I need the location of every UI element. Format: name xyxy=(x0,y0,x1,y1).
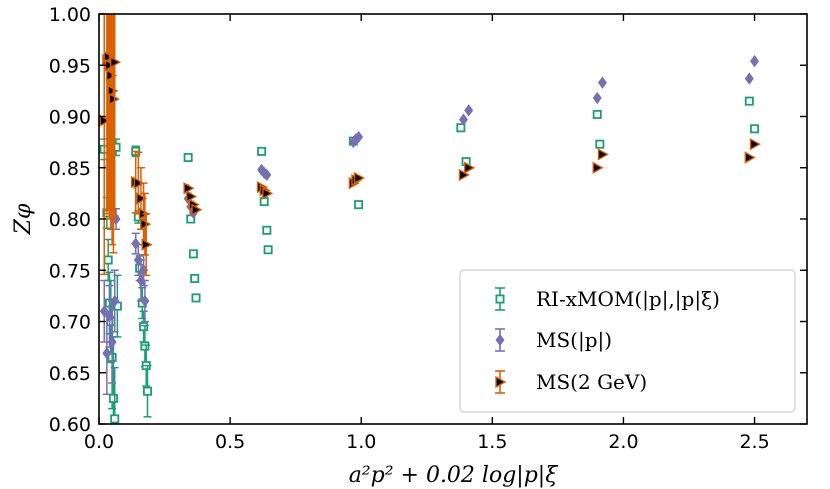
legend-items xyxy=(495,287,507,394)
y-tick-label: 0.75 xyxy=(49,260,91,282)
legend-marker xyxy=(495,294,505,304)
legend-label-ms-2gev: MS(2 GeV) xyxy=(536,370,647,394)
y-tick-label: 0.80 xyxy=(49,209,91,231)
x-axis-label: a²p² + 0.02 log|p|ξ xyxy=(349,463,560,488)
legend-label-ri-xmom: RI-xMOM(|p|,|p|ξ) xyxy=(536,287,720,312)
data-point xyxy=(597,148,609,161)
data-point xyxy=(262,187,274,200)
data-point xyxy=(140,341,150,351)
data-point xyxy=(464,161,476,174)
x-tick-label: 2.5 xyxy=(739,431,769,453)
x-tick-label: 1.0 xyxy=(346,431,376,453)
data-point xyxy=(353,171,366,185)
data-point xyxy=(257,146,267,156)
legend-marker xyxy=(495,375,507,389)
data-point xyxy=(750,54,760,68)
data-point xyxy=(744,72,754,85)
series-2 xyxy=(99,14,761,277)
data-point xyxy=(458,168,470,182)
data-point xyxy=(107,335,117,349)
data-point xyxy=(595,139,605,149)
data-point xyxy=(190,273,200,283)
data-point xyxy=(354,200,364,210)
data-point xyxy=(110,55,122,69)
data-point xyxy=(750,124,760,134)
data-point xyxy=(106,69,118,82)
data-point xyxy=(597,76,607,89)
data-point xyxy=(110,294,120,308)
legend-label-ms-p: MS(|p|) xyxy=(536,328,612,353)
data-point xyxy=(139,322,149,332)
y-tick-label: 0.70 xyxy=(49,312,91,334)
data-point xyxy=(110,414,120,424)
data-point xyxy=(749,137,761,151)
x-tick-label: 2.0 xyxy=(608,431,638,453)
x-tick-label: 0.5 xyxy=(215,431,245,453)
y-tick-label: 0.90 xyxy=(49,107,91,129)
data-point xyxy=(183,152,193,162)
data-point xyxy=(143,386,153,396)
data-point xyxy=(464,104,474,117)
data-point xyxy=(140,294,150,308)
data-point xyxy=(108,393,118,403)
y-tick-label: 1.00 xyxy=(49,4,91,26)
data-point xyxy=(188,249,198,259)
data-point xyxy=(191,203,203,216)
data-point xyxy=(107,84,119,98)
y-tick-label: 0.85 xyxy=(49,158,91,180)
data-point xyxy=(191,293,201,303)
data-point xyxy=(354,130,364,144)
data-point xyxy=(102,347,112,360)
data-point xyxy=(259,197,269,207)
data-point xyxy=(141,238,153,251)
data-point xyxy=(592,109,602,119)
data-point xyxy=(456,123,466,133)
legend-box xyxy=(459,269,796,413)
data-point xyxy=(99,114,111,127)
data-point xyxy=(108,92,120,106)
data-point xyxy=(262,225,272,235)
y-tick-label: 0.65 xyxy=(49,363,91,385)
y-tick-label: 0.60 xyxy=(49,414,91,436)
ticks-layer: 0.0 0.5 1.0 1.5 2.0 2.5 0.60 0.65 0.70 0.75 0.80 0.… xyxy=(49,4,807,453)
data-point xyxy=(592,161,604,174)
data-point xyxy=(744,96,754,106)
x-tick-label: 1.5 xyxy=(477,431,507,453)
data-point xyxy=(136,192,148,205)
y-tick-label: 0.95 xyxy=(49,55,91,77)
x-tick-label: 0.0 xyxy=(84,431,114,453)
data-point xyxy=(140,217,152,231)
data-point xyxy=(263,245,273,255)
y-axis-label: Zφ xyxy=(11,203,36,235)
data-point xyxy=(133,176,145,190)
data-point xyxy=(458,113,468,126)
legend-marker xyxy=(495,333,505,347)
data-point xyxy=(262,168,272,182)
data-point xyxy=(592,91,602,105)
data-point xyxy=(103,50,115,64)
data-point xyxy=(103,255,113,265)
data-point xyxy=(744,151,756,164)
legend: RI-xMOM(|p|,|p|ξ) MS(|p|) MS(2 GeV) xyxy=(459,269,796,413)
series-layer xyxy=(99,14,761,424)
series-group xyxy=(99,14,761,424)
